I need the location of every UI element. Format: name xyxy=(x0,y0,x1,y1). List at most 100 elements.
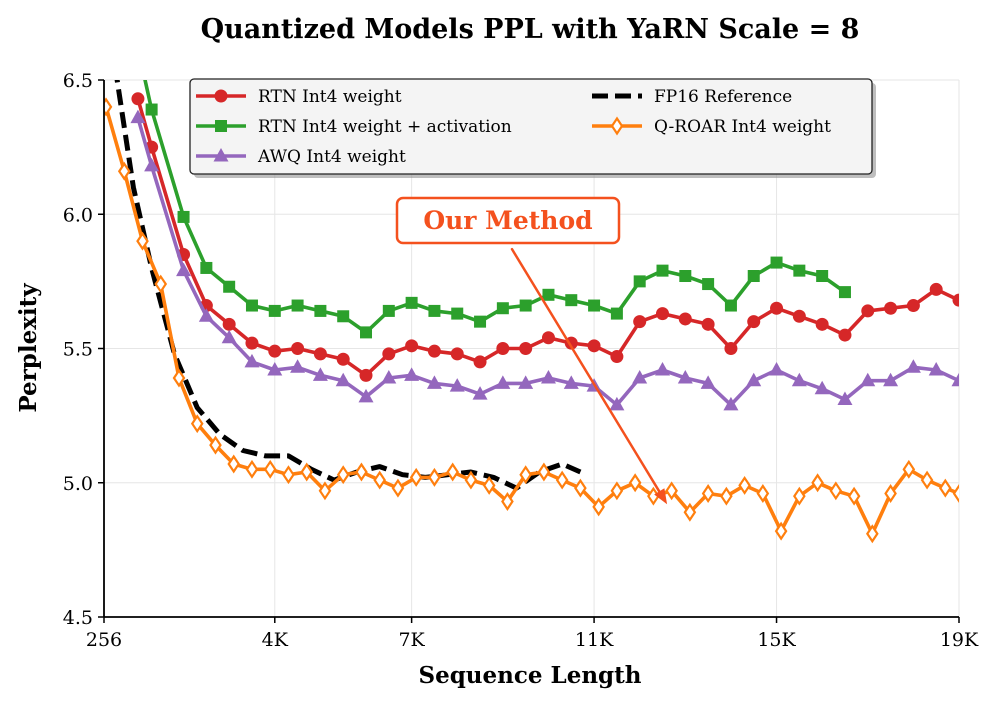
data-point xyxy=(382,347,396,361)
data-point xyxy=(474,315,487,328)
data-point xyxy=(540,370,556,384)
data-point xyxy=(358,388,374,403)
data-point xyxy=(359,368,373,382)
data-point xyxy=(391,478,405,498)
legend-entry: AWQ Int4 weight xyxy=(196,147,406,167)
data-point xyxy=(632,370,648,384)
data-point xyxy=(501,492,514,512)
x-tick-label: 256 xyxy=(86,629,122,651)
data-point xyxy=(770,256,783,269)
legend-marker xyxy=(214,89,228,103)
data-point xyxy=(769,361,785,376)
data-point xyxy=(172,368,186,388)
data-point xyxy=(355,462,368,482)
series-layer xyxy=(104,80,959,544)
data-point xyxy=(223,280,236,293)
data-point xyxy=(519,299,532,312)
legend-entry: RTN Int4 weight + activation xyxy=(196,117,512,137)
data-point xyxy=(337,310,350,323)
data-point xyxy=(267,361,283,376)
y-axis-label: Perplexity xyxy=(15,283,42,413)
series-awq-int4-weight xyxy=(130,109,959,411)
data-point xyxy=(428,304,441,317)
data-point xyxy=(724,299,737,312)
data-point xyxy=(793,264,806,277)
data-point xyxy=(282,465,295,485)
x-axis-label: Sequence Length xyxy=(418,662,641,689)
data-point xyxy=(679,270,692,283)
data-point xyxy=(291,342,305,355)
series-rtn-int4-weight xyxy=(131,92,959,382)
data-point xyxy=(633,275,646,288)
data-point xyxy=(952,484,959,503)
y-tick-label: 6.5 xyxy=(63,70,93,92)
data-point xyxy=(496,302,509,315)
data-point xyxy=(574,478,587,498)
x-tick-label: 7K xyxy=(398,629,425,651)
data-point xyxy=(198,308,214,322)
data-point xyxy=(209,435,222,455)
data-point xyxy=(861,304,875,318)
data-point xyxy=(905,359,921,373)
data-point xyxy=(702,278,715,291)
data-point xyxy=(588,299,601,312)
data-point xyxy=(929,282,943,296)
y-tick-label: 5.0 xyxy=(63,473,93,495)
data-point xyxy=(815,317,829,331)
data-point xyxy=(747,270,760,283)
legend-marker xyxy=(215,120,227,132)
annotation-arrow xyxy=(510,247,661,493)
data-point xyxy=(473,355,487,369)
data-point xyxy=(938,478,952,498)
data-point xyxy=(381,370,397,384)
series-fp16-reference xyxy=(114,80,582,491)
data-point xyxy=(405,339,419,353)
data-point xyxy=(222,317,236,331)
data-point xyxy=(427,344,441,358)
data-point xyxy=(811,473,824,493)
data-point xyxy=(928,361,944,376)
data-point xyxy=(656,264,669,277)
data-point xyxy=(268,344,282,358)
x-tick-label: 15K xyxy=(757,629,796,651)
data-point xyxy=(336,352,350,366)
legend-marker xyxy=(213,148,229,162)
data-point xyxy=(906,299,920,313)
legend-label: AWQ Int4 weight xyxy=(257,147,406,167)
data-point xyxy=(701,484,715,503)
data-point xyxy=(245,459,259,479)
data-point xyxy=(145,103,158,116)
data-point xyxy=(117,161,131,181)
data-point xyxy=(335,372,351,387)
data-point xyxy=(409,467,423,487)
data-point xyxy=(221,329,237,344)
data-point xyxy=(154,274,168,294)
data-point xyxy=(360,326,373,339)
data-point xyxy=(130,109,146,124)
data-point xyxy=(770,301,784,315)
data-point xyxy=(756,484,770,503)
data-point xyxy=(177,210,190,223)
data-point xyxy=(838,328,852,342)
data-point xyxy=(555,470,569,490)
data-point xyxy=(829,481,843,501)
annotation: Our Method xyxy=(395,196,668,505)
legend-label: RTN Int4 weight xyxy=(258,87,402,107)
data-point xyxy=(318,481,332,501)
data-point xyxy=(245,336,259,350)
data-point xyxy=(290,359,306,373)
data-point xyxy=(496,342,510,355)
data-point xyxy=(746,372,762,387)
data-point xyxy=(609,396,625,411)
data-point xyxy=(633,315,647,329)
data-point xyxy=(724,342,738,355)
data-point xyxy=(312,367,328,381)
data-point xyxy=(701,317,715,331)
data-point xyxy=(610,481,624,501)
data-point xyxy=(451,307,464,320)
data-point xyxy=(519,342,533,355)
data-point xyxy=(677,370,693,384)
data-point xyxy=(428,467,441,487)
data-point xyxy=(628,473,642,493)
